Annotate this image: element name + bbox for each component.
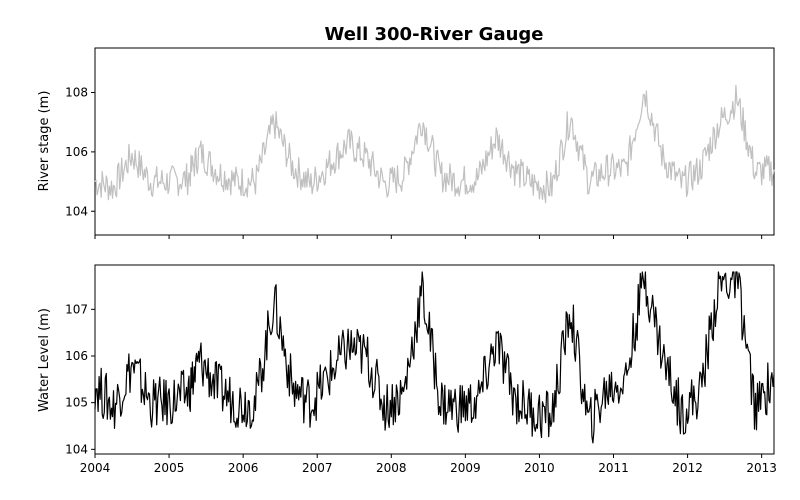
y-tick-label: 106 <box>65 349 88 363</box>
y-tick-label: 105 <box>65 396 88 410</box>
y-tick-label: 108 <box>65 86 88 100</box>
water-level-panel: 104 105 106 107 2004 2005 2006 2007 2008 2009 201… <box>37 264 777 475</box>
river-stage-y-axis-label: River stage (m) <box>37 91 52 192</box>
x-tick-label: 2009 <box>450 461 481 475</box>
x-tick-label: 2011 <box>598 461 629 475</box>
chart-title: Well 300-River Gauge <box>324 24 543 45</box>
water-level-x-ticks: 2004 2005 2006 2007 2008 2009 2010 2011 2012 2013 <box>80 454 777 475</box>
river-stage-x-ticks <box>94 235 763 239</box>
y-tick-label: 104 <box>65 204 88 218</box>
x-tick-label: 2004 <box>80 461 111 475</box>
series-line <box>94 84 775 204</box>
x-tick-label: 2005 <box>154 461 185 475</box>
x-tick-label: 2007 <box>302 461 333 475</box>
y-tick-label: 106 <box>65 145 88 159</box>
x-tick-label: 2013 <box>746 461 777 475</box>
river-stage-series <box>94 84 775 204</box>
x-tick-label: 2010 <box>524 461 555 475</box>
series-line <box>94 271 775 444</box>
water-level-y-ticks: 104 105 106 107 <box>65 302 95 456</box>
x-tick-label: 2008 <box>376 461 407 475</box>
x-tick-label: 2012 <box>672 461 703 475</box>
river-stage-panel: 104 106 108 River stage (m) <box>37 47 775 239</box>
x-tick-label: 2006 <box>228 461 259 475</box>
water-level-series <box>94 271 775 444</box>
river-stage-y-ticks: 104 106 108 <box>65 86 95 218</box>
y-tick-label: 104 <box>65 442 88 456</box>
river-stage-axes-frame <box>94 47 775 236</box>
water-level-y-axis-label: Water Level (m) <box>37 308 52 412</box>
y-tick-label: 107 <box>65 302 88 316</box>
